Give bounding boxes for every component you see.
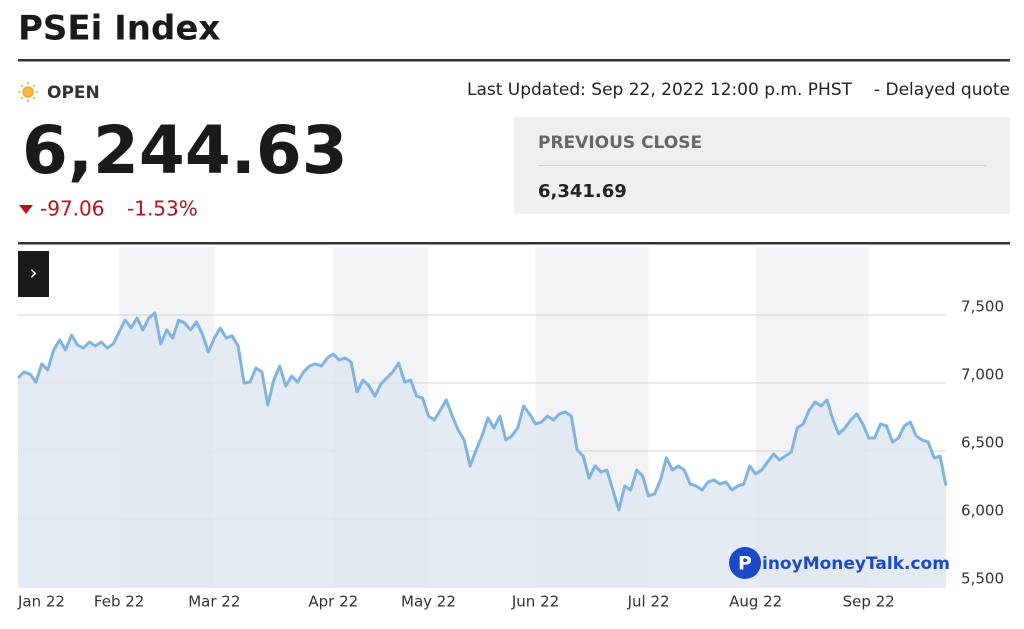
watermark: P inoyMoneyTalk.com [729,547,950,579]
price: 6,244.63 [22,112,348,189]
separator: - [874,80,880,100]
delay-note: Delayed quote [886,80,1011,100]
button-bg[interactable] [18,251,49,297]
previous-close-label: PREVIOUS CLOSE [538,133,702,153]
watermark-icon: P [738,553,752,575]
chart: 5,500 6,000 6,500 7,000 7,500 Jan 22 Feb 22 Mar… [16,247,1004,611]
y-tick-label: 6,500 [961,434,1004,452]
x-tick-label: Feb 22 [94,593,144,611]
expand-button[interactable]: › [18,251,49,297]
x-tick-label: Sep 22 [843,593,895,611]
y-tick-label: 6,000 [961,502,1004,520]
x-tick-label: Aug 22 [729,593,782,611]
down-arrow [19,205,33,214]
y-tick-label: 7,500 [961,298,1004,316]
change: -97.06 [40,197,104,221]
previous-close: 6,341.69 [538,181,627,202]
watermark-text: inoyMoneyTalk.com [762,554,950,574]
sun-icon [18,82,38,102]
x-tick-label: Jun 22 [511,593,559,611]
x-tick-label: Apr 22 [308,593,358,611]
x-tick-label: Mar 22 [188,593,240,611]
box-rule [538,165,986,166]
title-rule [18,59,1010,62]
page-title: PSEi Index [18,9,220,49]
button-icon[interactable]: › [30,261,38,285]
area-fill [18,312,946,587]
y-tick-label: 5,500 [961,570,1004,588]
chart-rule [18,242,1010,245]
x-tick-label: Jan 22 [17,593,65,611]
change-percent: -1.53% [127,197,198,221]
y-tick-label: 7,000 [961,366,1004,384]
watermark-logo [729,547,761,579]
x-tick-label: Jul 22 [627,593,670,611]
market-status: OPEN [47,83,100,103]
x-tick-label: May 22 [401,593,456,611]
last-updated: Last Updated: Sep 22, 2022 12:00 p.m. PH… [467,80,853,100]
price-line [16,311,948,512]
